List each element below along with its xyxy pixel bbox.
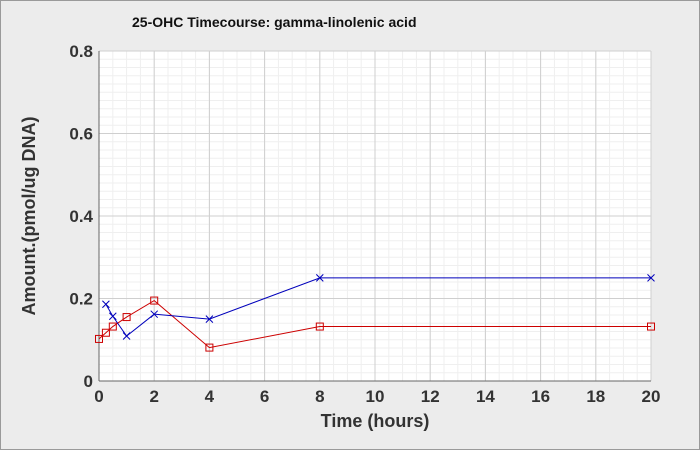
data-point [122,332,131,340]
data-point [101,328,110,337]
series-line [98,299,651,349]
x-tick-label: 18 [586,387,605,406]
data-point [108,322,117,331]
series-1 [95,296,655,352]
x-tick-label: 16 [531,387,550,406]
data-point [205,315,214,323]
data-point [122,313,131,322]
x-tick-label: 12 [421,387,440,406]
x-tick-label: 8 [315,387,324,406]
data-point [108,312,117,321]
x-tick-label: 10 [366,387,385,406]
data-point [647,274,655,282]
data-point [315,274,324,282]
x-tick-label: 0 [94,387,103,406]
data-point [205,343,214,352]
data-point [102,300,110,309]
y-axis-label: Amount.(pmol/ug DNA) [19,117,39,316]
x-tick-label: 2 [149,387,158,406]
series-group [95,274,655,352]
data-point [150,310,159,319]
y-tick-label: 0 [84,372,93,391]
y-tick-label: 0.8 [69,42,93,61]
data-point [315,322,324,331]
x-tick-label: 4 [205,387,215,406]
y-tick-label: 0.6 [69,125,93,144]
x-tick-label: 14 [476,387,495,406]
chart-title: 25-OHC Timecourse: gamma-linolenic acid [132,14,417,30]
data-point [95,334,103,343]
axes [98,51,651,382]
data-point [150,296,159,305]
data-point [647,322,655,331]
grid [98,50,652,382]
tick-labels: 0 2 4 6 8 10 12 14 16 18 20 0 0.2 0.4 0.6 0.8 [69,42,660,406]
x-axis-label: Time (hours) [321,411,430,431]
y-tick-label: 0.4 [69,207,93,226]
x-tick-label: 6 [260,387,269,406]
series-2 [102,274,655,340]
y-tick-label: 0.2 [69,290,93,309]
x-tick-label: 20 [642,387,661,406]
